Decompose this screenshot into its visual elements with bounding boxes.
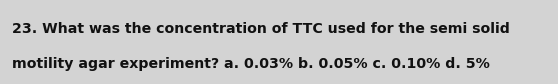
Text: 23. What was the concentration of TTC used for the semi solid: 23. What was the concentration of TTC us… xyxy=(12,22,510,36)
Text: motility agar experiment? a. 0.03% b. 0.05% c. 0.10% d. 5%: motility agar experiment? a. 0.03% b. 0.… xyxy=(12,57,490,71)
